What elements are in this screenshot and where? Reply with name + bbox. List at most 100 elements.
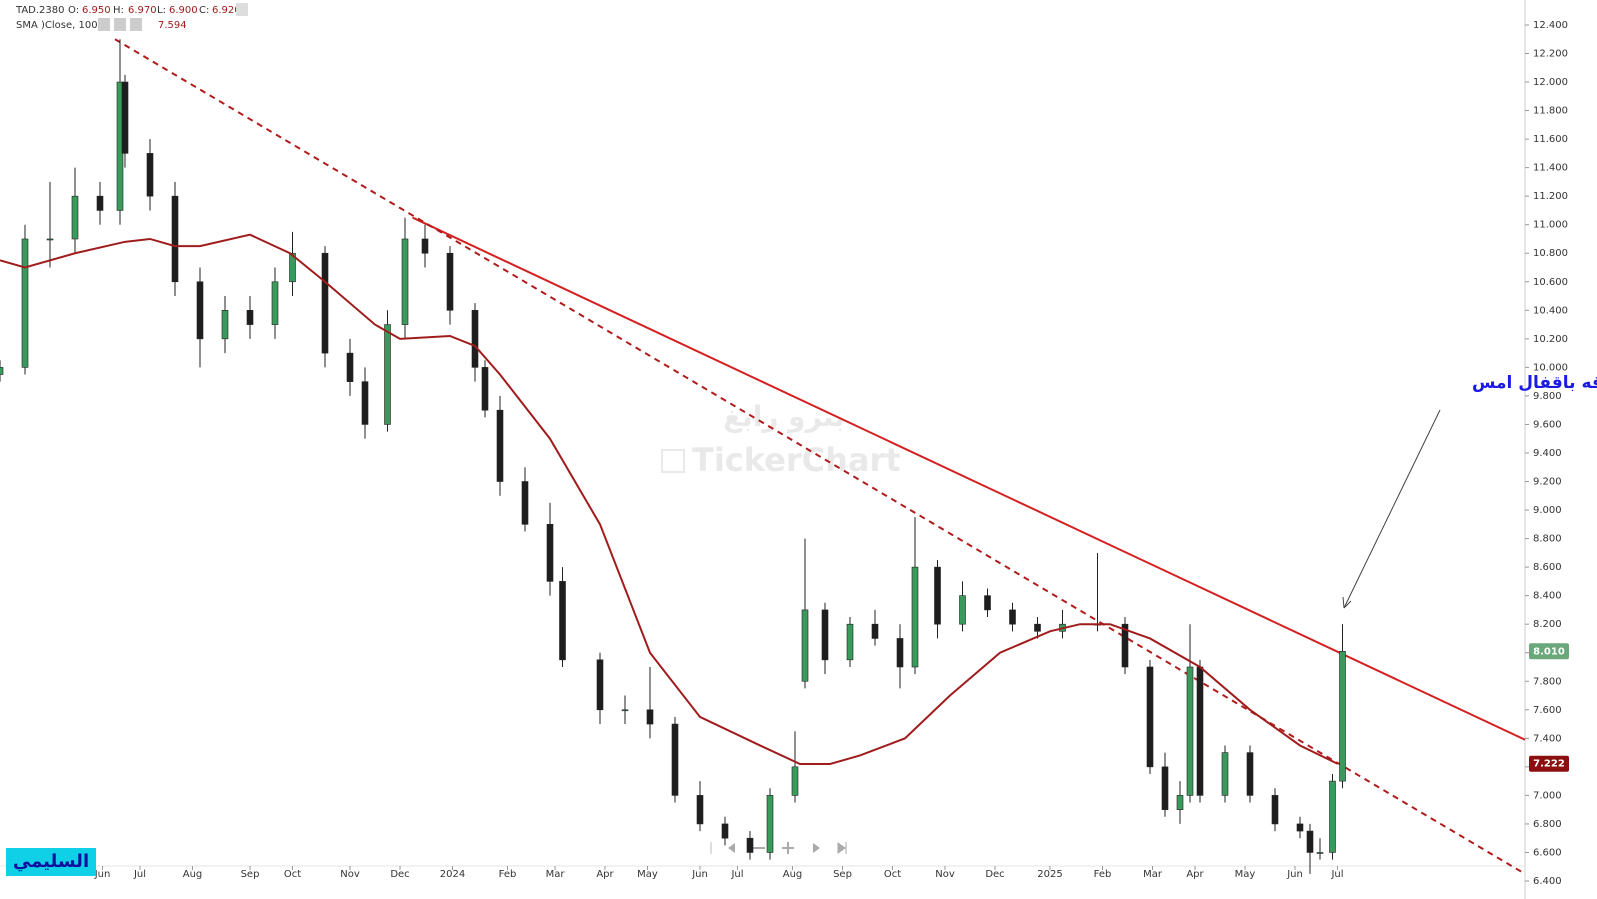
y-tick-label: 7.800 [1533, 676, 1562, 687]
candle-body [471, 310, 479, 368]
candle-body [646, 709, 654, 725]
y-tick-label: 7.600 [1533, 705, 1562, 716]
x-tick-label: Jun [1286, 869, 1303, 880]
candle-body [321, 252, 329, 354]
nav-controls [710, 842, 847, 854]
close-btn[interactable] [130, 18, 142, 31]
candle-body [21, 238, 29, 368]
candle-body [746, 837, 754, 853]
y-tick-label: 10.600 [1533, 277, 1568, 288]
candle-body [421, 238, 429, 254]
candle-body [1329, 780, 1336, 853]
sma-price-tag [1529, 755, 1569, 772]
x-tick-label: Nov [340, 869, 360, 880]
x-tick-label: Apr [596, 869, 614, 880]
header-btn[interactable] [236, 3, 248, 16]
nav-left[interactable] [728, 843, 735, 853]
candle-body [801, 609, 809, 682]
y-tick-label: 6.600 [1533, 847, 1562, 858]
nav-right[interactable] [813, 843, 820, 853]
x-tick-label: Sep [241, 869, 260, 880]
x-tick-label: Jun [94, 869, 111, 880]
watermark: TickerChart بترو رابغ [661, 400, 901, 479]
candle-body [361, 381, 369, 425]
candle-body [271, 281, 279, 325]
candle-body [71, 195, 79, 240]
x-tick-label: Dec [390, 869, 409, 880]
y-tick-label: 11.000 [1533, 220, 1568, 231]
candle-body [146, 153, 154, 197]
y-tick-label: 6.800 [1533, 819, 1562, 830]
candle-body [1296, 823, 1304, 832]
close: 6.920 [212, 5, 241, 16]
y-tick-label: 8.200 [1533, 619, 1562, 630]
candle-body [1316, 852, 1324, 854]
y-tick-label: 6.400 [1533, 876, 1562, 887]
candle-body [1186, 666, 1194, 796]
candle-body [1339, 650, 1346, 782]
candle-body [196, 281, 204, 340]
y-tick-label: 10.800 [1533, 248, 1568, 259]
candle-body [1246, 752, 1254, 796]
candle-body [246, 310, 254, 325]
candle-body [171, 195, 179, 283]
x-tick-label: Mar [546, 869, 566, 880]
annotation-arrow [1343, 409, 1441, 609]
x-tick-label: Jul [133, 869, 146, 880]
sma-line [0, 233, 1338, 766]
candle-body [521, 481, 529, 525]
candle-body [871, 623, 879, 639]
x-tick-label: Aug [783, 869, 803, 880]
y-tick-label: 10.000 [1533, 362, 1568, 373]
candle-body [121, 81, 129, 154]
sma-value: 7.594 [158, 20, 187, 31]
candle-body [96, 195, 104, 211]
candle-body [384, 324, 391, 425]
l-label: L: [157, 5, 166, 16]
plot: 6.4006.6006.8007.0007.2007.4007.6007.800… [0, 20, 1569, 887]
author-badge [6, 848, 96, 876]
trendline [114, 38, 1526, 875]
candle-body [1161, 766, 1169, 810]
x-tick-label: Sep [833, 869, 852, 880]
o-label: O: [68, 5, 79, 16]
y-tick-label: 8.600 [1533, 562, 1562, 573]
x-tick-label: Oct [884, 869, 901, 880]
y-tick-label: 8.400 [1533, 591, 1562, 602]
candle-body [46, 238, 54, 241]
watermark-icon [661, 449, 685, 473]
candle-body [1146, 666, 1154, 768]
nav-end[interactable] [837, 842, 847, 854]
last-price-tag [1529, 643, 1569, 660]
nav-zoom-in[interactable] [782, 842, 794, 854]
candle-body [496, 409, 504, 482]
last-price-tag-label: 8.010 [1533, 646, 1565, 657]
x-tick-label: Aug [183, 869, 203, 880]
x-tick-label: May [637, 869, 658, 880]
candle-body [911, 566, 919, 668]
x-tick-label: 2025 [1037, 869, 1062, 880]
x-tick-label: Mar [1143, 869, 1163, 880]
settings-btn[interactable] [98, 18, 110, 31]
candle-body [401, 238, 409, 325]
y-tick-label: 11.200 [1533, 191, 1568, 202]
watermark-text: TickerChart [692, 441, 901, 479]
gear-btn[interactable] [114, 18, 126, 31]
y-tick-label: 9.200 [1533, 477, 1562, 488]
h-label: H: [113, 5, 124, 16]
x-tick-label: Jun [691, 869, 708, 880]
annotation: اليوم بترو رابغ تراجع واقفل قاب الافتتاح… [1472, 373, 1597, 393]
candle-body [346, 352, 354, 382]
c-label: C: [199, 5, 209, 16]
candle-body [481, 367, 489, 411]
candle-body [1009, 609, 1016, 625]
y-tick-label: 12.400 [1533, 20, 1568, 31]
x-tick-label: Feb [1094, 869, 1112, 880]
y-tick-label: 10.400 [1533, 305, 1568, 316]
candle-body [791, 766, 799, 796]
candle-body [984, 595, 991, 611]
y-tick-label: 7.000 [1533, 790, 1562, 801]
sma-price-tag-label: 7.222 [1533, 759, 1565, 770]
y-tick-label: 10.200 [1533, 334, 1568, 345]
